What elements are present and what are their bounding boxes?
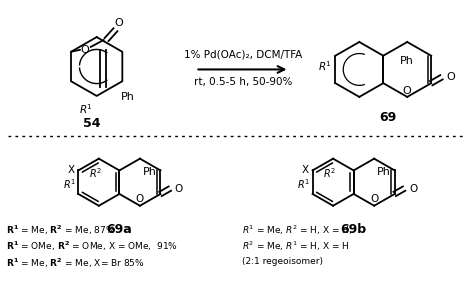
Text: (2:1 regeoisomer): (2:1 regeoisomer) (242, 257, 323, 266)
Text: 69a: 69a (107, 224, 132, 236)
Text: O: O (409, 183, 417, 194)
Text: O: O (136, 194, 144, 204)
Text: O: O (81, 45, 89, 55)
Text: Ph: Ph (377, 166, 391, 177)
Text: Ph: Ph (143, 166, 157, 177)
Text: rt, 0.5-5 h, 50-90%: rt, 0.5-5 h, 50-90% (194, 77, 292, 87)
Text: 1% Pd(OAc)₂, DCM/TFA: 1% Pd(OAc)₂, DCM/TFA (184, 50, 302, 60)
Text: $R^1$: $R^1$ (79, 102, 93, 116)
Text: Ph: Ph (120, 92, 134, 102)
Text: 69: 69 (380, 111, 397, 124)
Text: $\mathbf{R^1}$ = Me, $\mathbf{R^2}$ = Me, 87%: $\mathbf{R^1}$ = Me, $\mathbf{R^2}$ = Me… (6, 224, 115, 237)
Text: X: X (301, 166, 309, 176)
Text: O: O (370, 194, 378, 204)
Text: 69b: 69b (340, 224, 367, 236)
Text: $R^1$: $R^1$ (297, 177, 310, 191)
Text: O: O (175, 183, 183, 194)
Text: $R^1$: $R^1$ (63, 177, 76, 191)
Text: $R^1$: $R^1$ (319, 60, 332, 74)
Text: $R^2$: $R^2$ (89, 166, 102, 180)
Text: Ph: Ph (400, 56, 414, 66)
Text: 54: 54 (83, 118, 100, 130)
Text: $R^2$ = Me, $R^1$ = H, X = H: $R^2$ = Me, $R^1$ = H, X = H (242, 240, 350, 253)
Text: O: O (114, 18, 123, 28)
Text: $\mathbf{R^1}$ = OMe, $\mathbf{R^2}$ = OMe, X = OMe,  91%: $\mathbf{R^1}$ = OMe, $\mathbf{R^2}$ = O… (6, 240, 178, 253)
Text: $R^2$: $R^2$ (323, 166, 336, 180)
Text: X: X (67, 166, 74, 176)
Text: O: O (403, 86, 411, 96)
Text: O: O (447, 72, 455, 82)
Text: $R^1$ = Me, $R^2$ = H, X = H,: $R^1$ = Me, $R^2$ = H, X = H, (242, 224, 353, 237)
Text: $\mathbf{R^1}$ = Me, $\mathbf{R^2}$ = Me, X= Br 85%: $\mathbf{R^1}$ = Me, $\mathbf{R^2}$ = Me… (6, 257, 145, 270)
